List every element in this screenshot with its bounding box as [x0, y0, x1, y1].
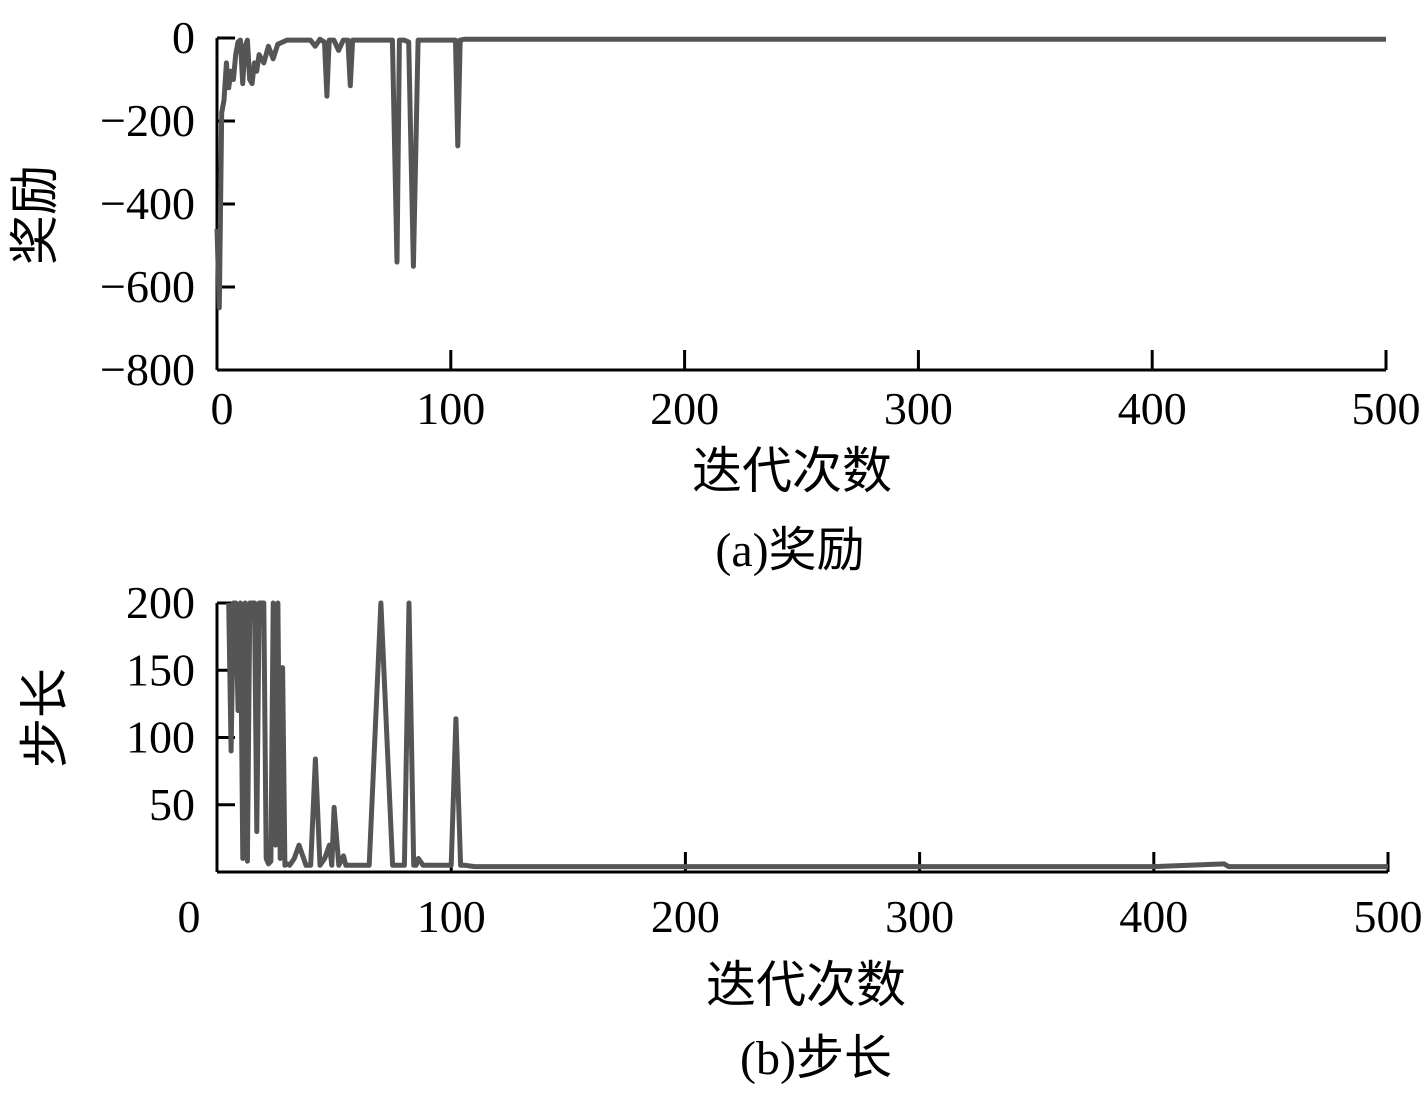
reward-chart: 0 −200 −400 −600 −800 0 100 200 300 400 500 奖励 迭代…: [6, 12, 1421, 577]
step-y-tick-label: 100: [126, 712, 195, 763]
reward-y-tick-label: −200: [100, 95, 195, 146]
step-x-ticks: 0 100 200 300 400 500: [178, 852, 1423, 942]
reward-x-tick-label: 300: [884, 383, 953, 434]
step-caption: (b)步长: [740, 1032, 892, 1085]
step-x-label: 迭代次数: [706, 956, 906, 1014]
reward-caption: (a)奖励: [715, 524, 864, 577]
reward-y-tick-label: −600: [100, 261, 195, 312]
reward-y-tick-label: −800: [100, 344, 195, 395]
reward-x-tick-label: 0: [211, 383, 234, 434]
step-chart: 200 150 100 50 0 100 200 300 400 500 步长 迭代次数 (b)…: [16, 577, 1423, 1085]
step-x-tick-label: 500: [1354, 891, 1423, 942]
reward-x-ticks: 0 100 200 300 400 500: [211, 350, 1421, 434]
reward-x-label: 迭代次数: [692, 442, 892, 500]
step-y-label: 步长: [16, 668, 74, 768]
reward-y-tick-label: 0: [172, 12, 195, 63]
reward-y-ticks: 0 −200 −400 −600 −800: [100, 12, 235, 395]
step-y-tick-label: 50: [149, 779, 195, 830]
reward-y-label: 奖励: [6, 165, 64, 265]
step-x-tick-label: 300: [885, 891, 954, 942]
reward-y-tick-label: −400: [100, 178, 195, 229]
reward-x-tick-label: 500: [1352, 383, 1421, 434]
reward-series-line: [214, 36, 1386, 311]
step-x-tick-label: 0: [178, 891, 201, 942]
step-x-tick-label: 200: [651, 891, 720, 942]
reward-x-tick-label: 400: [1118, 383, 1187, 434]
step-y-tick-label: 200: [126, 577, 195, 628]
step-series-line: [226, 600, 1388, 870]
step-x-tick-label: 100: [417, 891, 486, 942]
reward-x-tick-label: 200: [650, 383, 719, 434]
step-y-ticks: 200 150 100 50: [126, 577, 235, 830]
step-y-tick-label: 150: [126, 644, 195, 695]
step-x-tick-label: 400: [1119, 891, 1188, 942]
reward-x-tick-label: 100: [416, 383, 485, 434]
